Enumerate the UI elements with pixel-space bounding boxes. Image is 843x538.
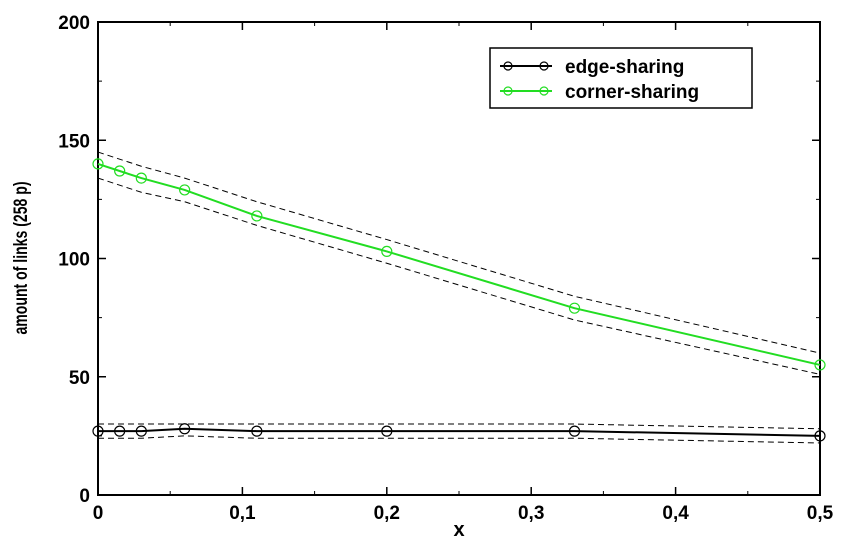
legend-marker-edge-sharing: [539, 61, 549, 71]
series-line-1: [97, 162, 821, 366]
data-point: [251, 210, 263, 222]
legend-label-edge-sharing: edge-sharing: [565, 57, 684, 78]
data-point: [381, 425, 393, 437]
data-point: [135, 425, 147, 437]
series-line-0: [98, 427, 821, 437]
legend-marker-corner-sharing: [503, 86, 513, 96]
data-point: [92, 158, 104, 170]
series-0-bounds-lower: [98, 435, 821, 444]
data-point: [114, 425, 126, 437]
data-point: [568, 302, 581, 314]
series-0-bounds-upper: [98, 423, 821, 430]
data-point: [135, 172, 147, 184]
legend-marker-corner-sharing: [539, 86, 549, 96]
data-point: [251, 425, 263, 437]
y-tick-label: 200: [58, 13, 90, 34]
x-tick-label: 0: [93, 503, 104, 524]
legend-box: [489, 47, 753, 109]
data-point: [179, 423, 191, 435]
x-tick-label: 0,1: [229, 503, 256, 524]
x-tick-label: 0,2: [374, 503, 400, 524]
legend-marker-edge-sharing: [503, 61, 513, 71]
y-axis-title: amount of links (258 p): [10, 181, 32, 334]
y-tick-label: 150: [58, 131, 90, 152]
series-1-bounds-lower: [97, 177, 821, 375]
legend: edge-sharing corner-sharing: [489, 47, 753, 109]
axis-ticks: 0 0,1 0,2 0,3 0,4 0,5 0 50 100 150 200: [58, 13, 833, 524]
y-tick-label: 100: [58, 250, 90, 271]
series-1-bounds-upper: [97, 151, 821, 354]
x-tick-label: 0,5: [807, 503, 834, 524]
confidence-bounds: [97, 151, 821, 444]
data-point: [814, 430, 826, 442]
y-tick-label: 0: [79, 486, 90, 507]
y-tick-label: 50: [69, 368, 90, 389]
x-axis-title: x: [453, 519, 464, 538]
data-point: [92, 425, 104, 437]
x-tick-label: 0,4: [662, 503, 689, 524]
data-point: [568, 425, 581, 437]
data-point: [179, 184, 191, 196]
x-tick-label: 0,3: [518, 503, 544, 524]
data-point: [381, 245, 393, 258]
legend-label-corner-sharing: corner-sharing: [565, 82, 699, 103]
data-point: [814, 359, 826, 371]
data-point: [114, 165, 126, 177]
data-series: [92, 158, 826, 442]
